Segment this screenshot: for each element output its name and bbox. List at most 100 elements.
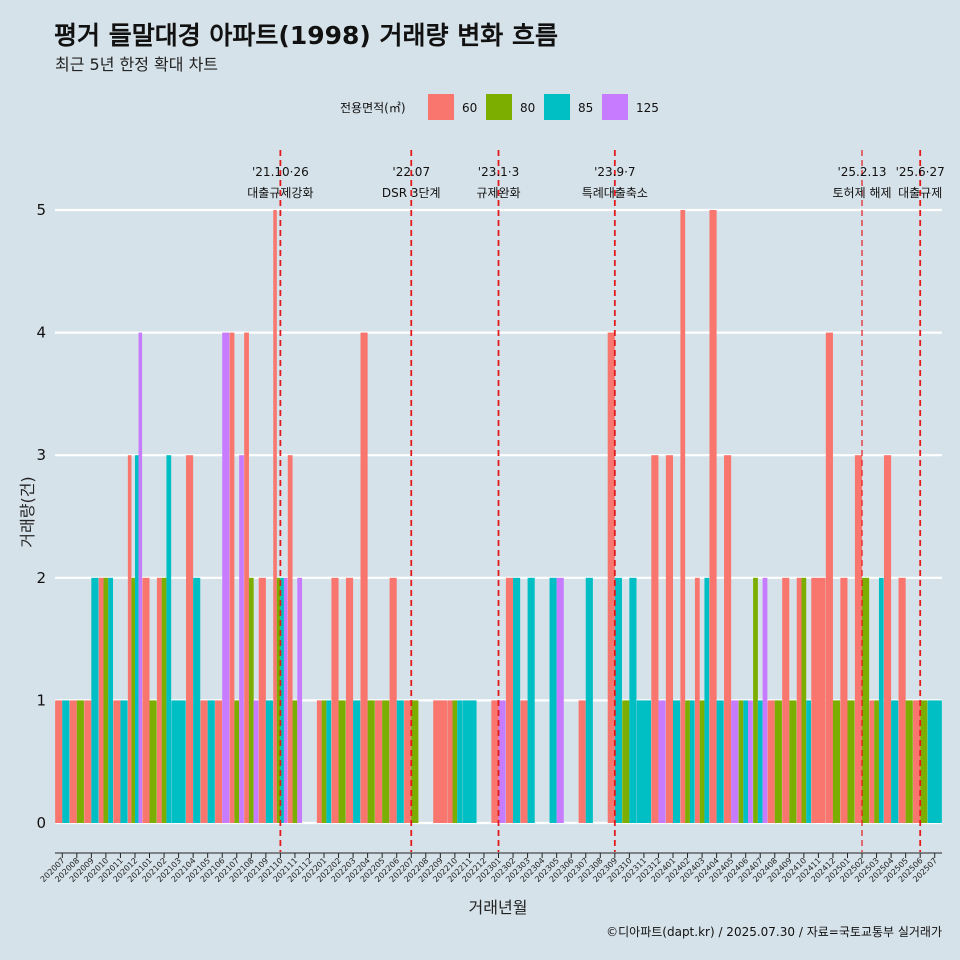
- bar-202201-80: [321, 700, 327, 823]
- bar-202406-80: [738, 700, 744, 823]
- bar-202406-85: [743, 700, 749, 823]
- bar-202104-60: [186, 455, 194, 823]
- bar-202503-85: [878, 577, 884, 823]
- annotations: '21.10·26 대출규제강화 '22.07 DSR 3단계 '23.1·3 규제완화 '…: [247, 150, 945, 852]
- legend-swatch-85: [544, 94, 570, 120]
- bar-202403-60: [694, 577, 700, 823]
- y-tick-label: 1: [36, 691, 46, 709]
- bar-202010-85: [108, 577, 114, 823]
- bar-202202-60: [331, 577, 339, 823]
- bar-202110-85: [280, 577, 284, 823]
- bar-202310-85: [629, 577, 637, 823]
- bar-202111-125: [297, 577, 303, 823]
- annotation-date-5: '25.6·27: [896, 165, 945, 179]
- bar-202103-85: [171, 700, 186, 823]
- bar-202411-60: [811, 577, 826, 823]
- bar-202408-60: [767, 700, 775, 823]
- annotation-label-1: DSR 3단계: [382, 186, 441, 200]
- bar-202008-60: [69, 700, 77, 823]
- bar-202109-60: [258, 577, 266, 823]
- bar-202302-85: [513, 577, 521, 823]
- bar-202107-60: [229, 332, 235, 823]
- bar-202207-80: [411, 700, 419, 823]
- bar-202209-60: [433, 700, 448, 823]
- legend-label-125: 125: [636, 101, 659, 115]
- bar-202408-80: [774, 700, 782, 823]
- bar-202401-60: [665, 455, 673, 823]
- y-axis: 0 1 2 3 4 5: [36, 201, 46, 832]
- bar-202503-80: [874, 700, 879, 823]
- bar-202011-60: [113, 700, 121, 823]
- bar-202412-80: [832, 700, 841, 823]
- bar-202407-80: [753, 577, 758, 823]
- bar-202412-60: [825, 332, 833, 823]
- bar-202007-60: [55, 700, 63, 823]
- caption: ©디아파트(dapt.kr) / 2025.07.30 / 자료=국토교통부 실…: [606, 925, 942, 939]
- bar-202201-60: [316, 700, 322, 823]
- bar-202204-80: [367, 700, 375, 823]
- bar-202403-85: [704, 577, 710, 823]
- bar-202301-125: [498, 700, 506, 823]
- bar-202205-60: [375, 700, 383, 823]
- bar-202102-85: [166, 455, 172, 823]
- bar-202405-60: [724, 455, 732, 823]
- bar-202105-85: [207, 700, 215, 823]
- bar-202309-60: [607, 332, 615, 823]
- bar-202206-60: [389, 577, 397, 823]
- bar-202505-60: [898, 577, 906, 823]
- bar-202012-125: [138, 332, 143, 823]
- bar-202210-80: [452, 700, 458, 823]
- bar-202507-85: [927, 700, 942, 823]
- bar-202312-125: [658, 700, 666, 823]
- bar-202410-80: [801, 577, 807, 823]
- bar-202106-60: [215, 700, 223, 823]
- bar-202110-80: [276, 577, 281, 823]
- bar-202406-125: [748, 700, 753, 823]
- bar-202410-60: [796, 577, 802, 823]
- bar-202501-60: [840, 577, 848, 823]
- bar-202203-60: [345, 577, 354, 823]
- bar-202407-85: [757, 700, 763, 823]
- legend-label-85: 85: [578, 101, 593, 115]
- bar-202012-80: [131, 577, 135, 823]
- bar-202203-85: [353, 700, 361, 823]
- bar-202107-80: [234, 700, 240, 823]
- bar-202506-60: [913, 700, 921, 823]
- bar-202210-60: [447, 700, 453, 823]
- bar-202011-85: [120, 700, 128, 823]
- y-tick-label: 2: [36, 569, 46, 587]
- bar-202310-80: [622, 700, 630, 823]
- legend-label-60: 60: [462, 101, 477, 115]
- legend: 전용면적(㎡) 60 80 85 125: [340, 94, 659, 120]
- x-axis: 2020072020082020092020102020112020122021…: [39, 852, 942, 884]
- bar-202107-125: [239, 455, 244, 823]
- bar-202008-80: [76, 700, 84, 823]
- legend-swatch-125: [602, 94, 628, 120]
- bar-202207-60: [404, 700, 412, 823]
- bar-202301-60: [491, 700, 499, 823]
- legend-label-80: 80: [520, 101, 535, 115]
- bar-202401-85: [672, 700, 681, 823]
- bar-202204-60: [360, 332, 368, 823]
- chart-title: 평거 들말대경 아파트(1998) 거래량 변화 흐름: [54, 21, 558, 50]
- bar-202101-80: [149, 700, 157, 823]
- x-axis-label: 거래년월: [469, 898, 528, 917]
- annotation-date-4: '25.2.13: [837, 165, 886, 179]
- bar-202210-85: [457, 700, 463, 823]
- bar-202012-85: [134, 455, 139, 823]
- bar-202305-125: [556, 577, 564, 823]
- bar-202312-60: [651, 455, 659, 823]
- bar-202105-60: [200, 700, 208, 823]
- bar-202202-80: [338, 700, 346, 823]
- bar-202102-80: [161, 577, 167, 823]
- annotation-label-5: 대출규제: [898, 186, 942, 200]
- bar-202303-85: [527, 577, 535, 823]
- y-tick-label: 3: [36, 446, 46, 464]
- y-axis-label: 거래량(건): [18, 476, 37, 547]
- chart-subtitle: 최근 5년 한정 확대 차트: [55, 55, 218, 74]
- annotation-date-3: '23.9·7: [594, 165, 635, 179]
- bar-202305-85: [549, 577, 557, 823]
- bar-202201-85: [326, 700, 332, 823]
- bar-202205-80: [382, 700, 390, 823]
- annotation-label-0: 대출규제강화: [247, 186, 313, 200]
